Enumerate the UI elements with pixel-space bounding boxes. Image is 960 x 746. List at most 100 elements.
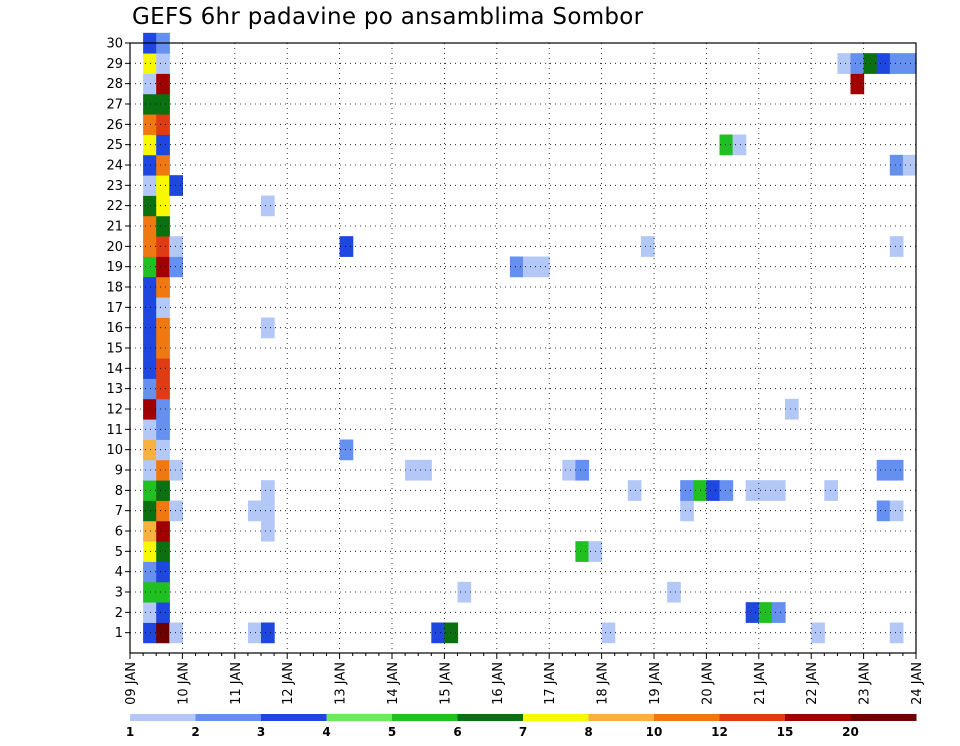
y-tick-label: 20 xyxy=(106,240,123,255)
heatmap-cell xyxy=(156,215,170,237)
heatmap-cell xyxy=(143,114,157,135)
y-tick-label: 28 xyxy=(106,77,123,92)
heatmap-cell xyxy=(143,256,157,278)
y-tick-label: 25 xyxy=(106,138,123,153)
heatmap-cell xyxy=(143,276,157,298)
chart-title: GEFS 6hr padavine po ansamblima Sombor xyxy=(132,4,644,30)
heatmap-cell xyxy=(667,581,681,603)
heatmap-cell xyxy=(431,622,445,644)
heatmap-cell xyxy=(902,154,917,176)
x-tick-label: 21 JAN xyxy=(753,662,768,705)
heatmap-cell xyxy=(601,622,616,644)
heatmap-cell xyxy=(143,500,157,522)
x-tick-label: 11 JAN xyxy=(229,662,244,705)
heatmap-cell xyxy=(876,53,891,74)
heatmap-cell xyxy=(169,459,183,481)
heatmap-cell xyxy=(536,256,550,278)
y-tick-label: 9 xyxy=(115,464,123,479)
y-tick-label: 29 xyxy=(106,57,123,72)
y-tick-label: 16 xyxy=(106,321,123,336)
colorbar-label: 5 xyxy=(388,725,396,739)
y-tick-label: 27 xyxy=(106,98,123,113)
heatmap-cell xyxy=(680,480,694,501)
heatmap-cell xyxy=(156,622,170,644)
heatmap-cell xyxy=(156,154,170,176)
x-tick-label: 09 JAN xyxy=(124,662,139,705)
x-tick-label: 15 JAN xyxy=(438,662,453,705)
heatmap-cell xyxy=(143,317,157,339)
heatmap-cell xyxy=(261,480,275,501)
heatmap-cell xyxy=(261,622,275,644)
x-tick-label: 16 JAN xyxy=(491,662,506,705)
heatmap-cell xyxy=(143,439,157,461)
heatmap-cell xyxy=(156,398,170,420)
y-tick-label: 2 xyxy=(115,606,123,621)
heatmap-cell xyxy=(339,236,354,257)
heatmap-cell xyxy=(143,541,157,562)
heatmap-cell xyxy=(156,419,170,440)
heatmap-cell xyxy=(156,73,170,95)
x-tick-label: 10 JAN xyxy=(176,662,191,705)
heatmap-cell xyxy=(509,256,524,278)
plot-frame xyxy=(129,42,917,654)
x-tick-label: 17 JAN xyxy=(543,662,558,705)
heatmap-cell xyxy=(156,541,170,562)
heatmap-cell xyxy=(889,154,904,176)
heatmap-cell xyxy=(745,602,760,623)
heatmap-cell xyxy=(156,581,170,603)
y-tick-label: 11 xyxy=(106,423,123,438)
colorbar-segment xyxy=(785,714,851,721)
heatmap-cell xyxy=(156,195,170,217)
x-tick-label: 24 JAN xyxy=(910,662,925,705)
heatmap-cell xyxy=(156,134,170,156)
heatmap-cell xyxy=(902,53,917,74)
heatmap-cell xyxy=(156,114,170,135)
heatmap-cell xyxy=(876,459,891,481)
heatmap-cell xyxy=(680,500,694,522)
heatmap-cell xyxy=(889,459,904,481)
colorbar-label: 7 xyxy=(519,725,527,739)
y-tick-label: 12 xyxy=(106,403,123,418)
heatmap-cell xyxy=(143,419,157,440)
heatmap-cell xyxy=(156,480,170,501)
heatmap-cell xyxy=(889,236,904,257)
y-tick-label: 14 xyxy=(106,362,123,377)
x-tick-label: 12 JAN xyxy=(281,662,296,705)
x-tick-label: 18 JAN xyxy=(596,662,611,705)
colorbar-segment xyxy=(326,714,393,721)
y-tick-label: 21 xyxy=(106,220,123,235)
x-tick-label: 19 JAN xyxy=(648,662,663,705)
heatmap-cell xyxy=(156,297,170,318)
heatmap-cell xyxy=(719,134,734,156)
heatmap-cell xyxy=(143,215,157,237)
colorbar-label: 10 xyxy=(646,725,663,739)
colorbar-segment xyxy=(195,714,262,721)
heatmap-cell xyxy=(143,337,157,359)
heatmap-cell xyxy=(824,480,838,501)
colorbar-label: 12 xyxy=(711,725,728,739)
heatmap-cell xyxy=(247,622,262,644)
colorbar-segment xyxy=(850,714,917,721)
heatmap-cell xyxy=(156,378,170,400)
heatmap-cell xyxy=(143,93,157,115)
heatmap-cell xyxy=(811,622,825,644)
heatmap-cell xyxy=(156,236,170,257)
y-tick-label: 22 xyxy=(106,199,123,214)
heatmap-cell xyxy=(156,358,170,379)
heatmap-cell xyxy=(143,154,157,176)
heatmap-cell xyxy=(837,53,852,74)
heatmap-cell xyxy=(745,480,760,501)
heatmap-cell xyxy=(889,622,904,644)
heatmap-cell xyxy=(169,175,183,196)
heatmap-cell xyxy=(143,358,157,379)
y-tick-label: 7 xyxy=(115,504,123,519)
heatmap-cell xyxy=(156,459,170,481)
heatmap-cell xyxy=(169,500,183,522)
heatmap-cell xyxy=(143,73,157,95)
colorbar-segment xyxy=(588,714,655,721)
y-tick-label: 5 xyxy=(115,545,123,560)
colorbar-label: 3 xyxy=(257,725,265,739)
y-tick-label: 10 xyxy=(106,443,123,458)
heatmap-cell xyxy=(156,175,170,196)
